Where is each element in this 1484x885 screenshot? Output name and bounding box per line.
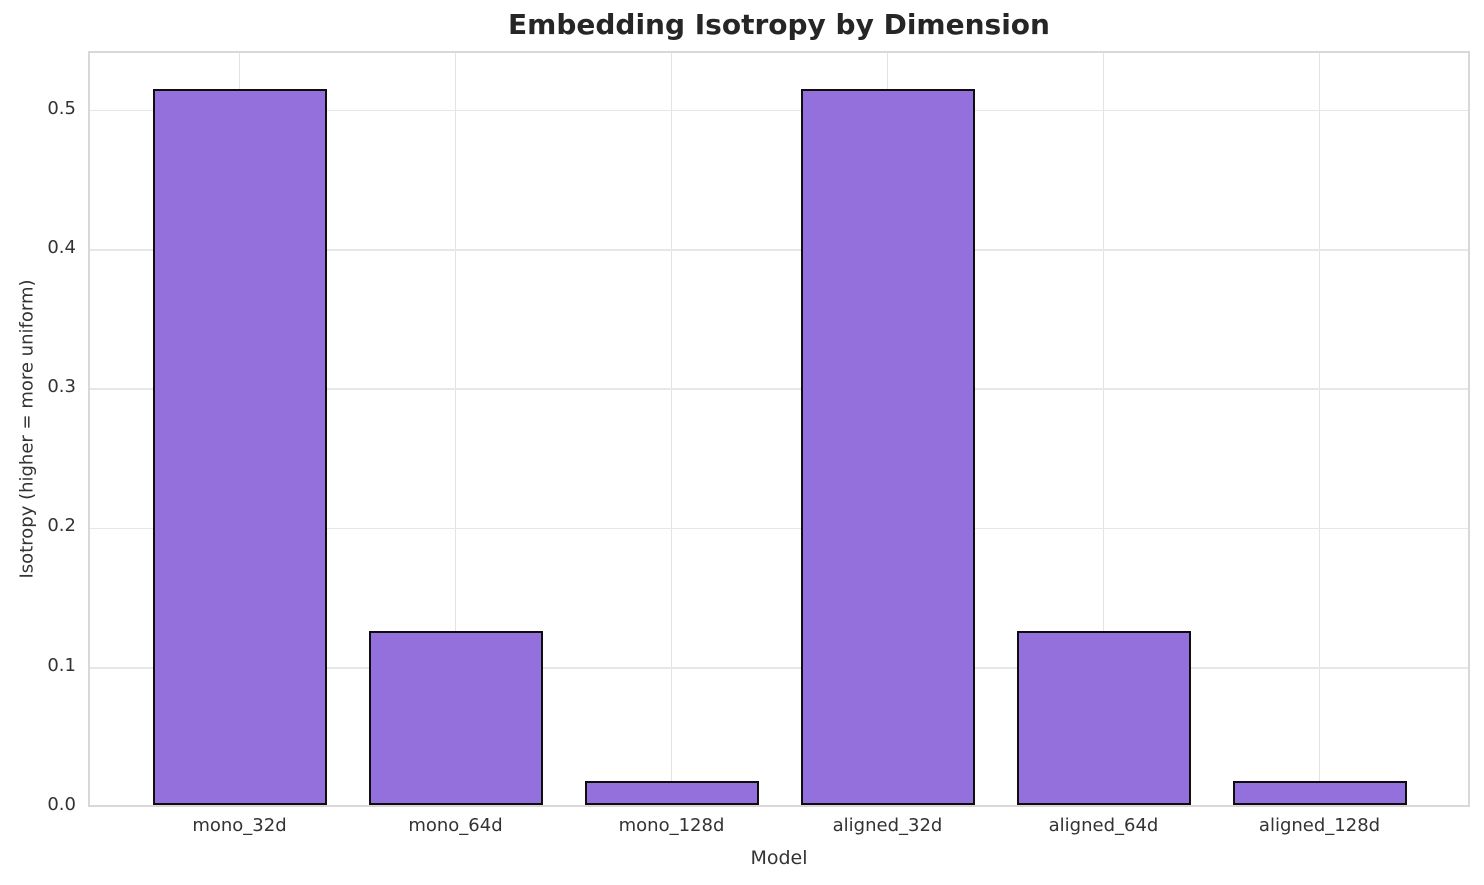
y-tick-label: 0.1 [47, 654, 76, 676]
horizontal-gridline [90, 249, 1468, 251]
x-tick-label: aligned_64d [1048, 815, 1159, 836]
y-tick-label: 0.5 [47, 97, 76, 119]
y-tick-label: 0.0 [47, 794, 76, 815]
bar-aligned_128d [1232, 781, 1407, 805]
horizontal-gridline [90, 527, 1468, 530]
bar-mono_32d [152, 89, 327, 805]
x-tick-label: mono_128d [618, 815, 725, 836]
vertical-gridline [1318, 53, 1321, 805]
bar-aligned_32d [800, 89, 975, 805]
x-axis-label: Model [750, 847, 808, 869]
plot-area [88, 51, 1470, 807]
x-tick-label: mono_32d [192, 815, 287, 836]
y-tick-label: 0.4 [47, 236, 76, 258]
x-tick-label: aligned_128d [1258, 815, 1381, 836]
bar-aligned_64d [1016, 630, 1191, 805]
y-tick-label: 0.2 [47, 515, 76, 537]
chart-title: Embedding Isotropy by Dimension [508, 8, 1050, 41]
y-tick-label: 0.3 [47, 376, 76, 398]
horizontal-gridline [90, 667, 1468, 669]
horizontal-gridline [90, 388, 1468, 390]
x-tick-label: mono_64d [408, 815, 503, 836]
x-tick-label: aligned_32d [832, 815, 943, 836]
horizontal-gridline [90, 109, 1468, 112]
vertical-gridline [1102, 53, 1105, 805]
vertical-gridline [670, 53, 673, 805]
bar-mono_64d [368, 630, 543, 805]
vertical-gridline [454, 53, 457, 805]
bar-mono_128d [584, 781, 759, 805]
